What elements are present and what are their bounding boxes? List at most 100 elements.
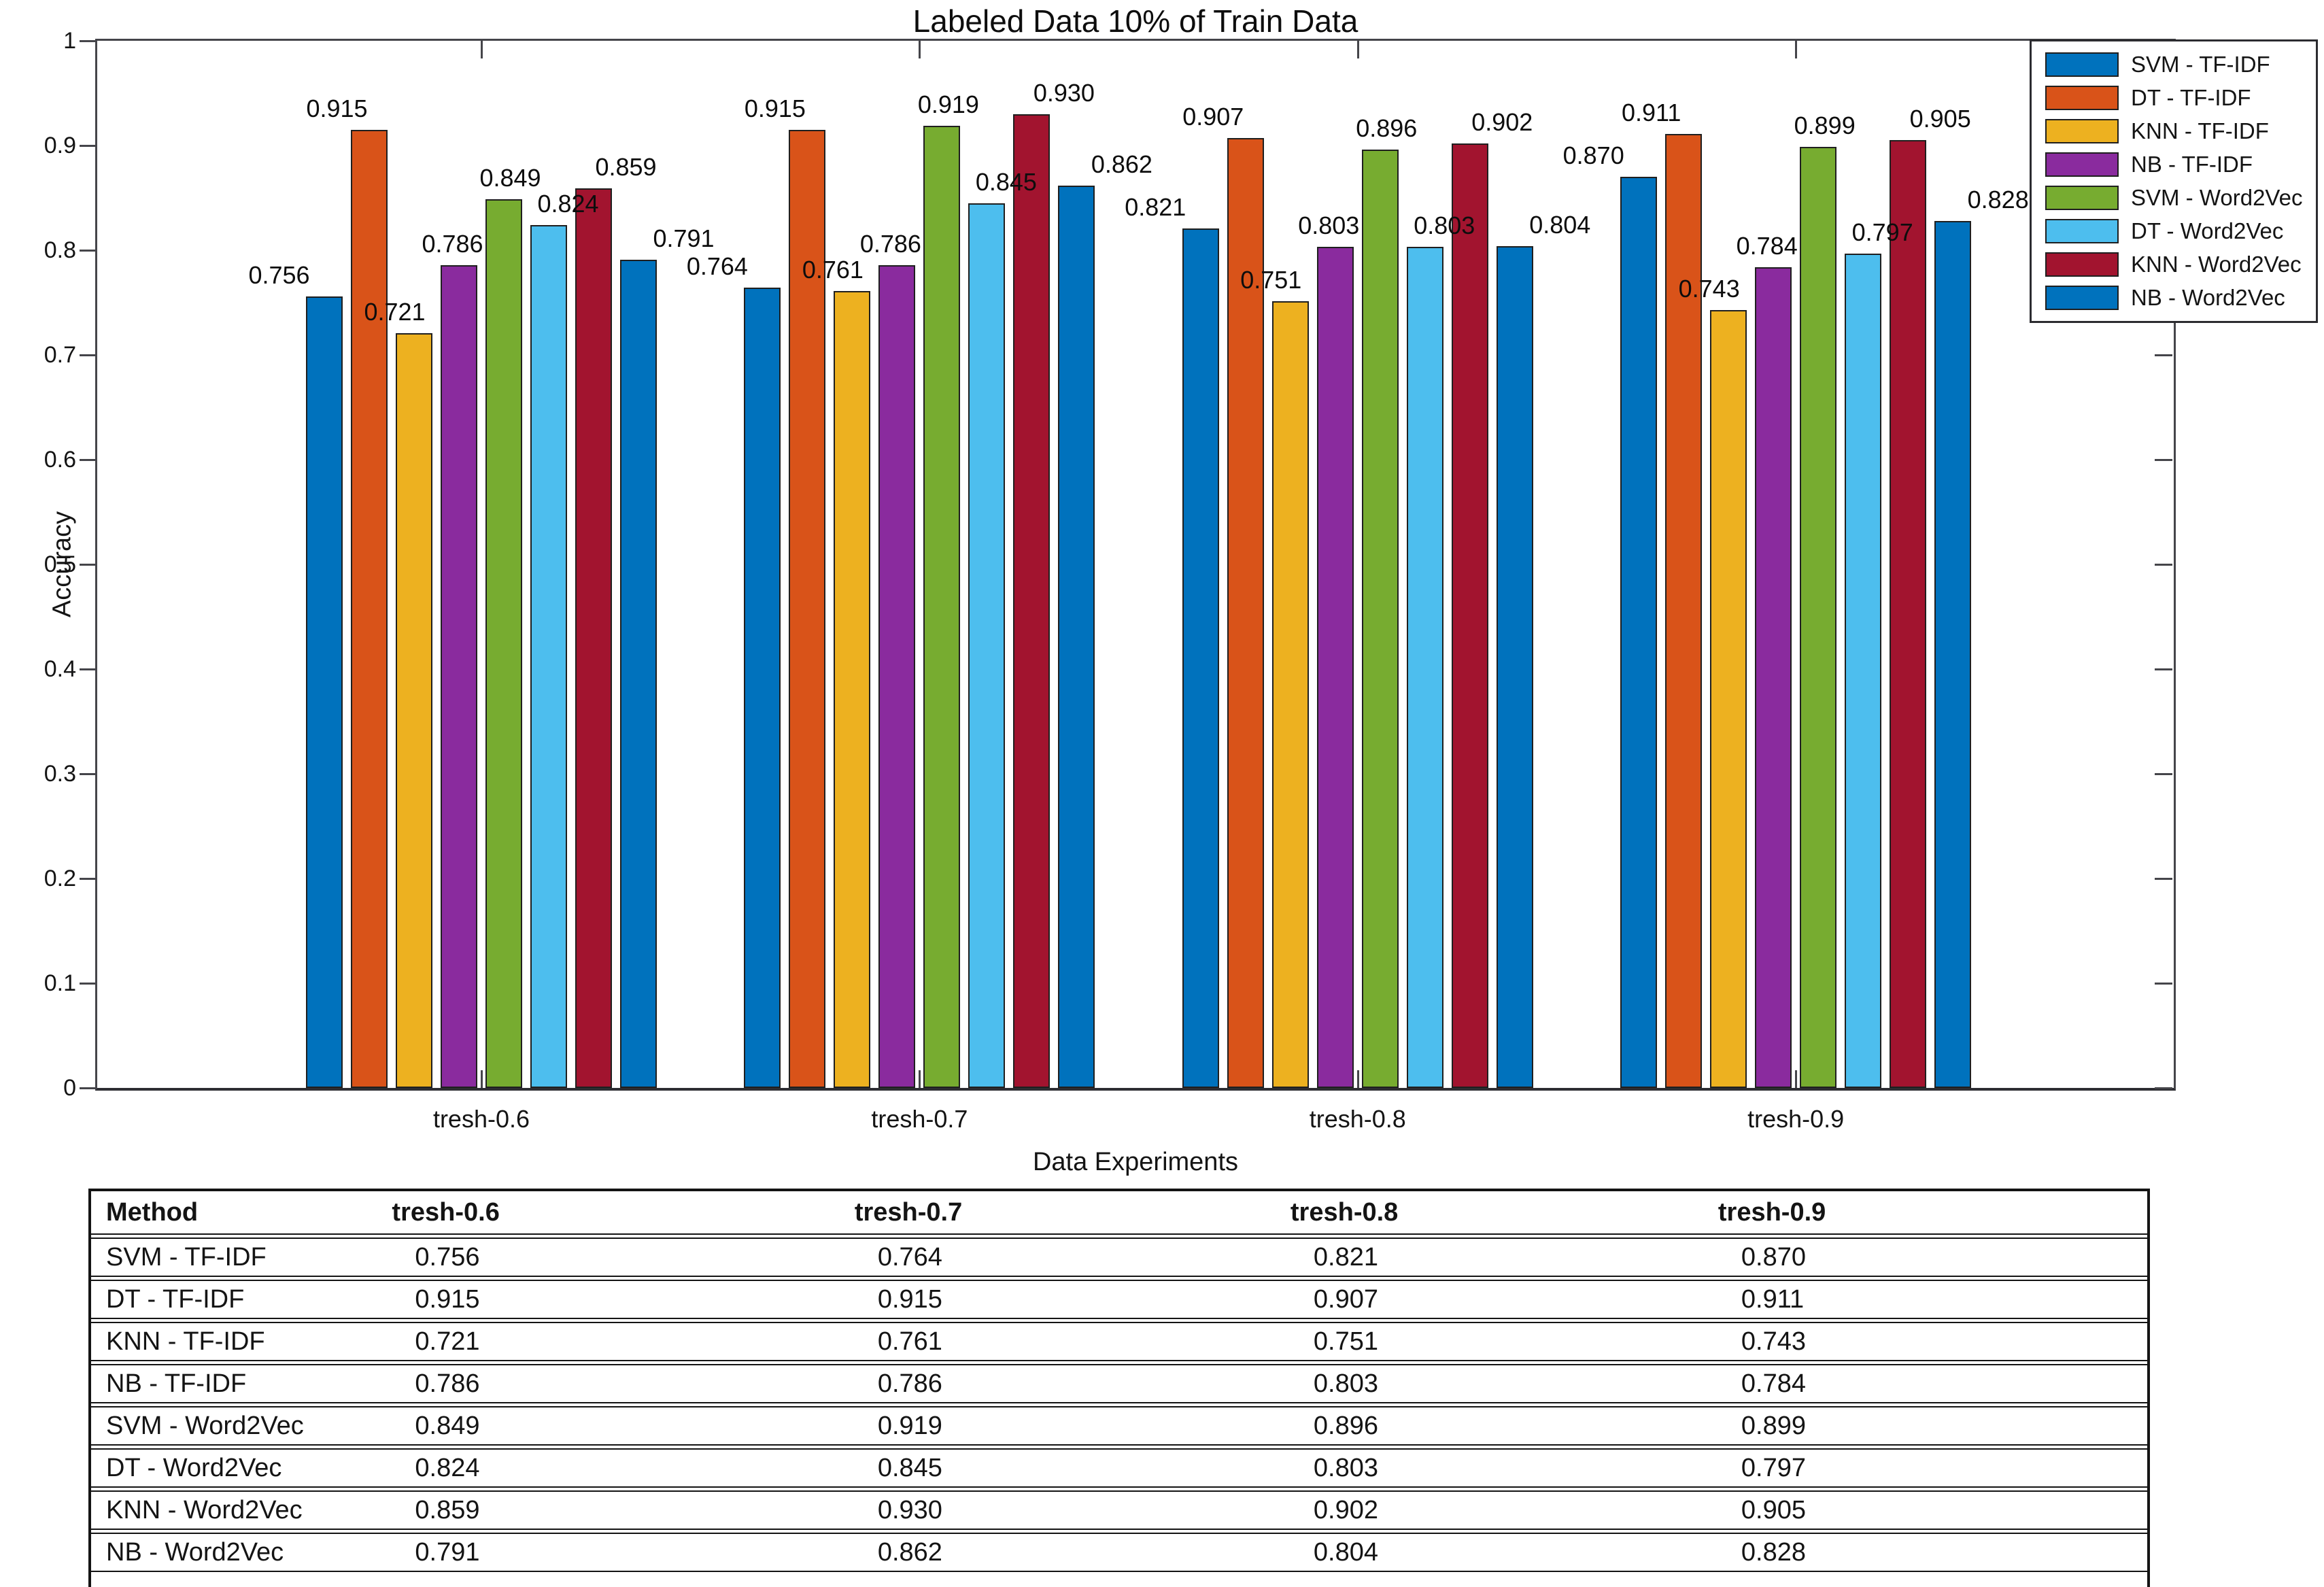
bar: [789, 130, 826, 1088]
table-cell-method: DT - TF-IDF: [106, 1285, 245, 1314]
x-tick-label: tresh-0.7: [871, 1105, 968, 1133]
y-tick-label: 0.7: [44, 342, 76, 368]
x-tick-top: [480, 41, 483, 58]
bar-value-label: 0.804: [1529, 211, 1591, 239]
bar-value-label: 0.786: [422, 230, 483, 258]
bar-value-label: 0.915: [744, 95, 806, 122]
x-tick-label: tresh-0.8: [1309, 1105, 1406, 1133]
table-cell-value: 0.786: [877, 1369, 942, 1398]
bar-value-label: 0.786: [859, 230, 921, 258]
y-tick: [80, 1087, 97, 1089]
table-cell-value: 0.804: [1313, 1538, 1378, 1567]
y-tick: [80, 564, 97, 566]
bar-value-label: 0.911: [1621, 99, 1681, 126]
y-tick: [80, 145, 97, 147]
bar-value-label: 0.797: [1851, 218, 1913, 246]
table-cell-value: 0.915: [415, 1285, 480, 1314]
y-tick-label: 0.2: [44, 866, 76, 891]
bar-group: 0.821 0.907 0.751 0.803 0.896 0.803 0.902 0.804: [1125, 103, 1590, 1088]
y-tick-label: 0.3: [44, 761, 76, 787]
legend-swatch: [2045, 252, 2119, 277]
bar: [1665, 134, 1703, 1088]
bar: [1710, 310, 1747, 1088]
bar-value-label: 0.784: [1736, 232, 1798, 260]
table-cell-method: KNN - Word2Vec: [106, 1496, 303, 1524]
table-cell-value: 0.764: [877, 1243, 942, 1272]
y-tick-right: [2155, 878, 2172, 880]
bar-value-label: 0.862: [1091, 150, 1152, 178]
bar: [878, 265, 916, 1088]
table-row: NB - TF-IDF 0.786 0.786 0.803 0.784: [91, 1364, 2147, 1403]
table-cell-value: 0.797: [1741, 1454, 1806, 1482]
table-cell-method: NB - TF-IDF: [106, 1369, 247, 1398]
table-cell-method: SVM - Word2Vec: [106, 1412, 304, 1440]
table-cell-value: 0.756: [415, 1243, 480, 1272]
table-row: NB - Word2Vec 0.791 0.862 0.804 0.828: [91, 1533, 2147, 1572]
table-cell-value: 0.786: [415, 1369, 480, 1398]
table-cell-value: 0.845: [877, 1454, 942, 1482]
table-cell-value: 0.919: [877, 1412, 942, 1440]
table-cell-value: 0.791: [415, 1538, 480, 1567]
x-tick-bottom: [480, 1070, 483, 1088]
legend-swatch: [2045, 52, 2119, 77]
y-tick: [80, 354, 97, 356]
legend-label: NB - TF-IDF: [2131, 152, 2253, 177]
table-cell-value: 0.862: [877, 1538, 942, 1567]
x-tick-top: [919, 41, 921, 58]
table-cell-value: 0.930: [877, 1496, 942, 1524]
bar-value-label: 0.756: [248, 261, 310, 289]
table-header-cell: tresh-0.8: [1290, 1198, 1399, 1227]
bar-value-label: 0.791: [653, 224, 715, 252]
table-cell-value: 0.821: [1313, 1243, 1378, 1272]
bar-value-label: 0.896: [1356, 114, 1418, 142]
bar-value-label: 0.849: [479, 164, 541, 192]
y-tick: [80, 459, 97, 461]
bar-value-label: 0.899: [1794, 112, 1856, 139]
legend-item: NB - TF-IDF: [2045, 151, 2302, 178]
bar: [1316, 247, 1354, 1088]
table-header-cell: tresh-0.7: [854, 1198, 963, 1227]
results-table: Method tresh-0.6 tresh-0.7 tresh-0.8 tresh-0…: [88, 1189, 2150, 1587]
y-tick-right: [2155, 354, 2172, 356]
table-cell-value: 0.915: [877, 1285, 942, 1314]
table-cell-value: 0.905: [1741, 1496, 1806, 1524]
y-tick-label: 1: [63, 28, 76, 54]
bar: [305, 296, 343, 1088]
bar: [530, 225, 567, 1088]
table-cell-value: 0.761: [877, 1327, 942, 1356]
bar-value-label: 0.824: [537, 190, 599, 218]
table-cell-value: 0.899: [1741, 1412, 1806, 1440]
bar: [440, 265, 477, 1088]
x-tick-label: tresh-0.6: [432, 1105, 530, 1133]
legend-item: SVM - Word2Vec: [2045, 184, 2302, 211]
y-tick-label: 0.4: [44, 656, 76, 682]
x-tick-bottom: [1356, 1070, 1359, 1088]
table-cell-value: 0.803: [1313, 1454, 1378, 1482]
table-cell-value: 0.896: [1313, 1412, 1378, 1440]
legend-swatch: [2045, 219, 2119, 243]
y-tick: [80, 40, 97, 42]
bar: [575, 188, 612, 1088]
bar-value-label: 0.859: [595, 153, 657, 181]
table-header-cell: Method: [106, 1198, 199, 1227]
y-tick-label: 0.1: [44, 970, 76, 996]
table-cell-value: 0.824: [415, 1454, 480, 1482]
bar: [1451, 143, 1488, 1088]
x-tick-label: tresh-0.9: [1747, 1105, 1845, 1133]
legend-item: NB - Word2Vec: [2045, 284, 2302, 311]
table-row: KNN - TF-IDF 0.721 0.761 0.751 0.743: [91, 1322, 2147, 1361]
table-cell-method: KNN - TF-IDF: [106, 1327, 265, 1356]
table-row: SVM - TF-IDF 0.756 0.764 0.821 0.870: [91, 1238, 2147, 1277]
bar-value-label: 0.907: [1182, 103, 1244, 131]
legend-label: NB - Word2Vec: [2131, 285, 2285, 310]
bar-value-label: 0.902: [1471, 108, 1533, 136]
y-tick-right: [2155, 564, 2172, 566]
legend-item: KNN - Word2Vec: [2045, 251, 2302, 278]
bar: [395, 333, 432, 1088]
bar: [1182, 228, 1219, 1088]
table-cell-value: 0.751: [1313, 1327, 1378, 1356]
bar-value-label: 0.761: [802, 256, 864, 284]
table-cell-method: SVM - TF-IDF: [106, 1243, 267, 1272]
bar: [744, 288, 781, 1088]
